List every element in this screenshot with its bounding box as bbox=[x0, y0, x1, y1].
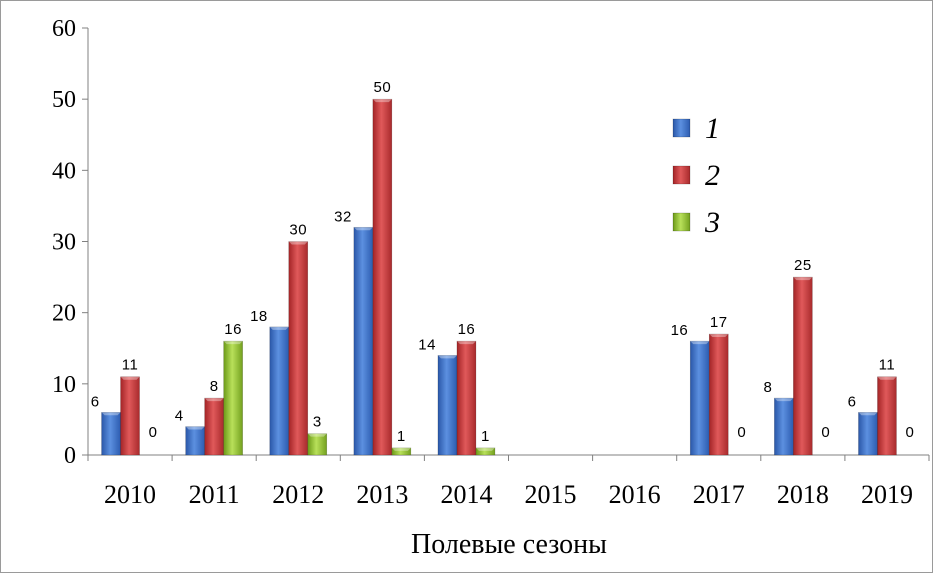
data-label: 11 bbox=[879, 357, 896, 374]
bar-series-2 bbox=[793, 276, 813, 456]
data-label: 1 bbox=[481, 428, 490, 445]
y-tick-label: 60 bbox=[52, 16, 76, 42]
bar-bevel bbox=[709, 334, 729, 338]
y-tick-label: 40 bbox=[52, 158, 76, 184]
legend-label-3: 3 bbox=[704, 206, 720, 239]
data-label: 14 bbox=[418, 336, 436, 353]
data-label: 6 bbox=[848, 393, 857, 410]
data-label: 18 bbox=[250, 308, 268, 325]
x-axis-title: Полевые сезоны bbox=[411, 529, 607, 560]
legend-swatch-3 bbox=[672, 212, 691, 232]
legend-swatch-2 bbox=[672, 165, 691, 185]
data-label: 8 bbox=[764, 379, 773, 396]
data-label: 50 bbox=[374, 79, 392, 96]
bar-series-2 bbox=[456, 340, 477, 456]
data-label: 0 bbox=[906, 424, 915, 441]
data-label: 4 bbox=[175, 408, 184, 425]
bar-series-3 bbox=[475, 447, 496, 456]
y-tick-label: 20 bbox=[52, 301, 76, 327]
bar-series-1 bbox=[101, 411, 121, 456]
bar-series-3 bbox=[223, 340, 243, 456]
bar-bevel bbox=[774, 398, 794, 402]
bar-bevel bbox=[223, 341, 243, 345]
bar-bevel bbox=[120, 376, 140, 380]
y-tick-label: 10 bbox=[52, 372, 76, 398]
bar-series-1 bbox=[858, 411, 878, 456]
data-label: 16 bbox=[671, 322, 689, 339]
data-label: 0 bbox=[149, 424, 158, 441]
bar-series-1 bbox=[774, 397, 794, 456]
data-label: 8 bbox=[210, 378, 219, 395]
y-tick-label: 0 bbox=[64, 443, 76, 469]
bar-series-2 bbox=[288, 241, 309, 456]
bar-bevel bbox=[456, 341, 476, 345]
bar-series-2 bbox=[204, 397, 224, 456]
x-tick-label: 2019 bbox=[861, 480, 913, 509]
data-label: 6 bbox=[91, 393, 100, 410]
y-tick-label: 30 bbox=[52, 230, 76, 256]
x-tick-label: 2013 bbox=[356, 480, 408, 509]
data-label: 16 bbox=[458, 321, 476, 338]
bar-series-3 bbox=[307, 433, 328, 456]
bar-bevel bbox=[793, 277, 813, 281]
bar-bevel bbox=[858, 412, 878, 416]
x-tick-label: 2010 bbox=[104, 480, 156, 509]
bar-bevel bbox=[101, 412, 121, 416]
bar-series-3 bbox=[391, 447, 412, 456]
data-label: 0 bbox=[737, 424, 746, 441]
x-tick-label: 2012 bbox=[272, 480, 324, 509]
bar-series-1 bbox=[185, 426, 205, 456]
legend-label-2: 2 bbox=[705, 159, 720, 192]
x-tick-label: 2017 bbox=[693, 480, 745, 509]
x-tick-label: 2014 bbox=[440, 480, 492, 509]
bar-bevel bbox=[353, 227, 373, 231]
bar-series-2 bbox=[877, 376, 897, 456]
bar-series-2 bbox=[708, 333, 729, 456]
data-label: 25 bbox=[794, 257, 812, 274]
x-tick-label: 2018 bbox=[777, 480, 829, 509]
bar-bevel bbox=[877, 376, 897, 380]
bar-bevel bbox=[391, 447, 411, 451]
y-tick-label: 50 bbox=[52, 87, 76, 113]
bar-bevel bbox=[269, 326, 289, 330]
bar-series-1 bbox=[353, 226, 374, 456]
bar-bevel bbox=[475, 447, 495, 451]
bar-bevel bbox=[372, 99, 392, 103]
data-label: 32 bbox=[334, 208, 352, 225]
bar-series-2 bbox=[372, 98, 393, 456]
data-label: 16 bbox=[224, 321, 242, 338]
bar-bevel bbox=[288, 241, 308, 245]
data-label: 11 bbox=[122, 357, 139, 374]
data-label: 3 bbox=[313, 414, 322, 431]
x-tick-label: 2011 bbox=[189, 480, 240, 509]
legend-label-1: 1 bbox=[705, 112, 720, 145]
data-label: 17 bbox=[710, 314, 728, 331]
x-tick-label: 2016 bbox=[609, 480, 661, 509]
bar-bevel bbox=[307, 433, 327, 437]
data-label: 30 bbox=[289, 222, 307, 239]
legend-swatch-1 bbox=[672, 118, 691, 138]
bar-bevel bbox=[690, 341, 710, 345]
bar-series-2 bbox=[120, 376, 140, 456]
bar-bevel bbox=[185, 426, 205, 430]
x-tick-label: 2015 bbox=[525, 480, 577, 509]
data-label: 0 bbox=[821, 424, 830, 441]
data-label: 1 bbox=[397, 428, 406, 445]
bar-series-1 bbox=[689, 340, 710, 456]
bar-series-1 bbox=[269, 326, 290, 456]
bar-series-1 bbox=[437, 355, 458, 456]
bar-bevel bbox=[437, 355, 457, 359]
bar-bevel bbox=[204, 398, 224, 402]
